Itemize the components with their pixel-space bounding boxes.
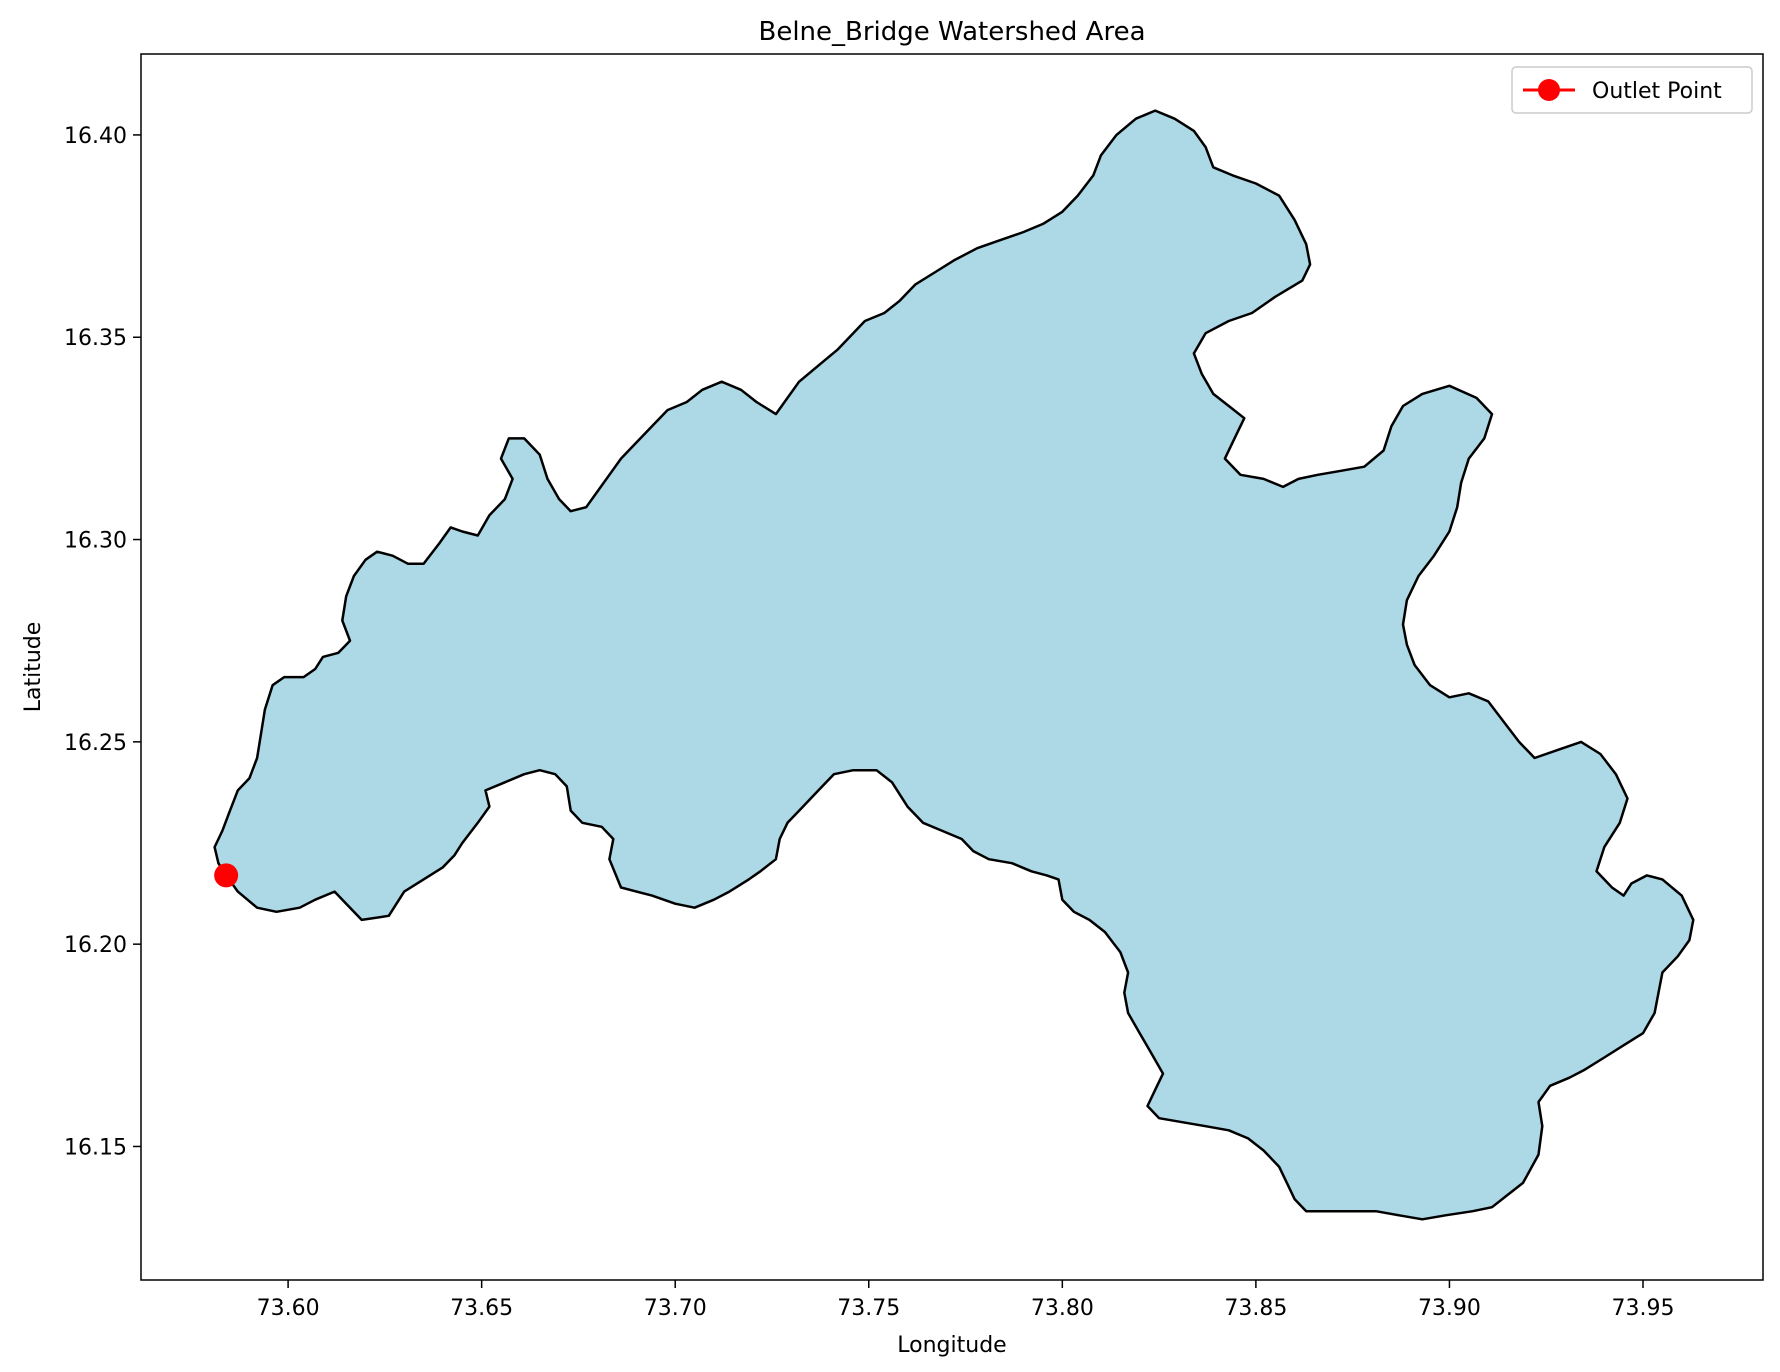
x-tick-label: 73.70	[644, 1296, 707, 1321]
x-tick-label: 73.65	[450, 1296, 513, 1321]
legend-marker	[1538, 79, 1560, 101]
x-axis-label: Longitude	[897, 1333, 1006, 1358]
y-tick-label: 16.35	[64, 326, 127, 351]
watershed-polygon[interactable]	[213, 109, 1695, 1221]
x-tick-label: 73.80	[1031, 1296, 1094, 1321]
y-tick-label: 16.40	[64, 124, 127, 149]
plot-area	[140, 53, 1764, 1281]
y-axis-label: Latitude	[21, 622, 46, 713]
plot-frame	[140, 53, 1764, 1281]
legend-box	[1511, 66, 1753, 114]
y-tick-label: 16.25	[64, 731, 127, 756]
y-tick-label: 16.15	[64, 1135, 127, 1160]
legend-label-outlet-point: Outlet Point	[1592, 79, 1722, 104]
x-tick-label: 73.85	[1224, 1296, 1287, 1321]
y-tick-label: 16.30	[64, 529, 127, 554]
chart-title: Belne_Bridge Watershed Area	[758, 17, 1145, 47]
x-tick-label: 73.95	[1612, 1296, 1675, 1321]
outlet-point-marker[interactable]	[214, 863, 239, 888]
x-tick-label: 73.90	[1418, 1296, 1481, 1321]
x-tick-label: 73.60	[257, 1296, 320, 1321]
x-tick-label: 73.75	[837, 1296, 900, 1321]
x-axis: 73.60 73.65 73.70 73.75 73.80 73.85 73.90 73.95	[257, 1280, 1675, 1321]
y-tick-label: 16.20	[64, 933, 127, 958]
legend: Outlet Point	[1511, 66, 1753, 114]
y-axis: 16.15 16.20 16.25 16.30 16.35 16.40	[64, 124, 141, 1160]
